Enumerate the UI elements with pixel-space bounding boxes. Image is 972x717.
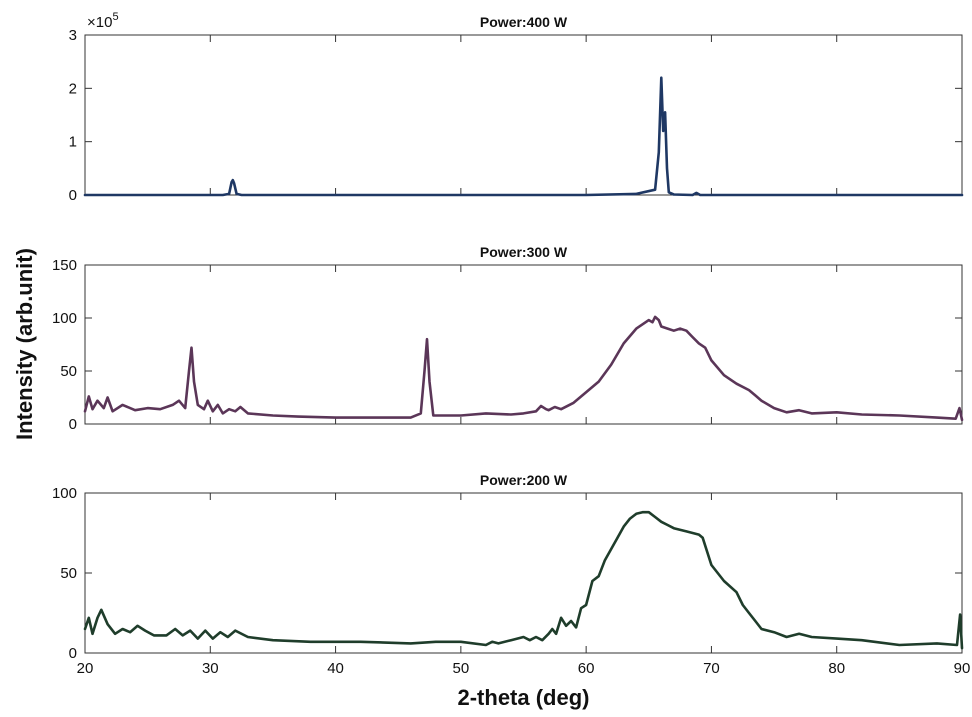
y-tick-label: 50: [60, 565, 77, 582]
y-tick-label: 50: [60, 363, 77, 380]
x-tick-label: 70: [703, 660, 720, 677]
panel-1: Power:400 W 0 1 2 3 ×105: [69, 11, 964, 204]
y-tick-label: 1: [69, 134, 77, 151]
y-tick-label: 0: [69, 645, 77, 662]
x-tick-label: 40: [327, 660, 344, 677]
series-line: [83, 76, 964, 197]
y-tick-label: 150: [52, 257, 77, 274]
y-tick-label: 3: [69, 27, 77, 44]
y-tick-label: 0: [69, 416, 77, 433]
x-tick-label: 30: [202, 660, 219, 677]
x-tick-label: 20: [77, 660, 94, 677]
panel-2: Power:300 W 0 50 100 150: [52, 244, 964, 433]
plot-frame: [84, 34, 963, 196]
panel-3: Power:200 W 0 50 100 20 30 40 50 60 70 80 90: [52, 472, 970, 677]
x-tick-label: 50: [453, 660, 470, 677]
y-tick-label: 0: [69, 187, 77, 204]
series-line: [83, 315, 964, 422]
y-exponent-label: ×105: [87, 11, 119, 31]
y-tick-label: 2: [69, 80, 77, 97]
series-line: [83, 510, 964, 650]
y-axis-label: Intensity (arb.unit): [12, 248, 37, 440]
x-tick-label: 60: [578, 660, 595, 677]
y-tick-label: 100: [52, 485, 77, 502]
x-axis-label: 2-theta (deg): [458, 685, 590, 710]
x-tick-label: 90: [954, 660, 971, 677]
panel-title: Power:400 W: [480, 14, 568, 30]
y-tick-label: 100: [52, 310, 77, 327]
plot-frame: [84, 264, 963, 425]
panel-title: Power:300 W: [480, 244, 568, 260]
x-tick-label: 80: [828, 660, 845, 677]
plot-frame: [84, 492, 963, 654]
panel-title: Power:200 W: [480, 472, 568, 488]
